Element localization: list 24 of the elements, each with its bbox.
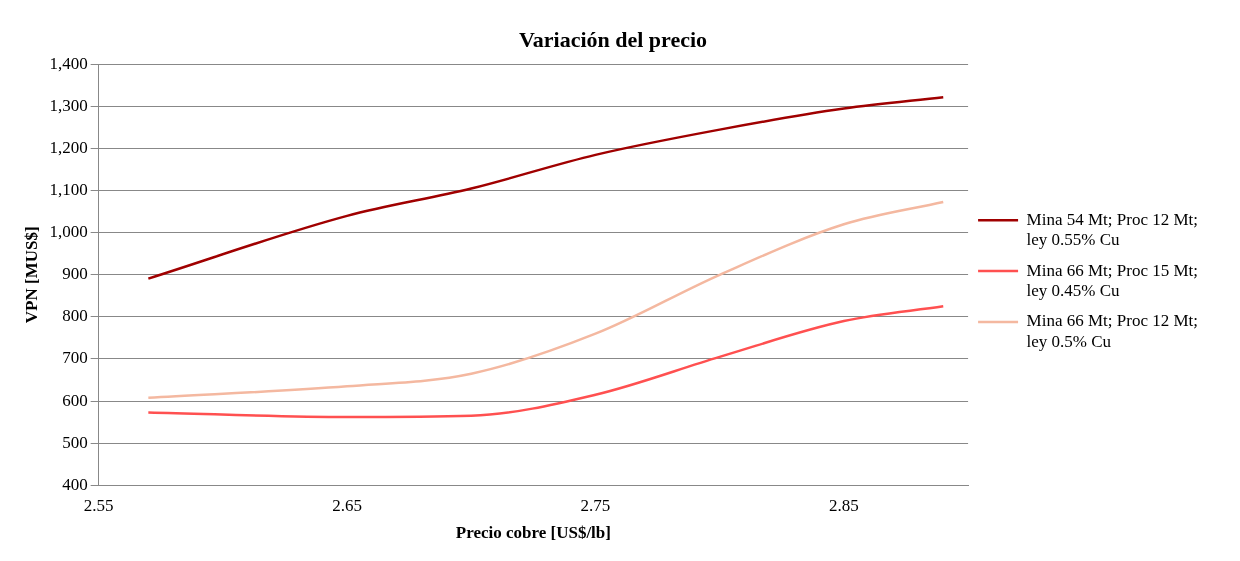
y-tick-label: 700 [62, 348, 88, 368]
x-tick-label: 2.65 [332, 495, 362, 515]
y-tick-label: 600 [62, 390, 88, 410]
y-axis-title: VPN [MUS$] [21, 226, 41, 324]
y-tick-label: 1,400 [49, 53, 88, 73]
line-series [147, 200, 945, 399]
y-tick-label: 1,300 [49, 95, 88, 115]
y-tick-label: 800 [62, 306, 88, 326]
line-series [147, 95, 945, 280]
legend-label: Mina 54 Mt; Proc 12 Mt; ley 0.55% Cu [1026, 209, 1198, 250]
chart-title: Variación del precio [518, 26, 708, 52]
legend-label: Mina 66 Mt; Proc 12 Mt; ley 0.5% Cu [1026, 311, 1198, 351]
y-tick-label: 500 [62, 432, 88, 452]
line-series [147, 305, 945, 419]
y-tick-label: 1,200 [49, 138, 88, 158]
y-tick-label: 1,100 [49, 180, 88, 200]
y-tick-label: 1,000 [49, 222, 88, 242]
y-tick-label: 400 [62, 474, 88, 494]
legend-label: Mina 66 Mt; Proc 15 Mt; ley 0.45% Cu [1026, 260, 1198, 300]
x-tick-label: 2.75 [580, 495, 611, 515]
x-tick-label: 2.85 [829, 495, 859, 515]
x-tick-label: 2.55 [83, 495, 114, 515]
x-axis-title: Precio cobre [US$/lb] [455, 523, 611, 543]
y-tick-label: 900 [62, 264, 88, 284]
